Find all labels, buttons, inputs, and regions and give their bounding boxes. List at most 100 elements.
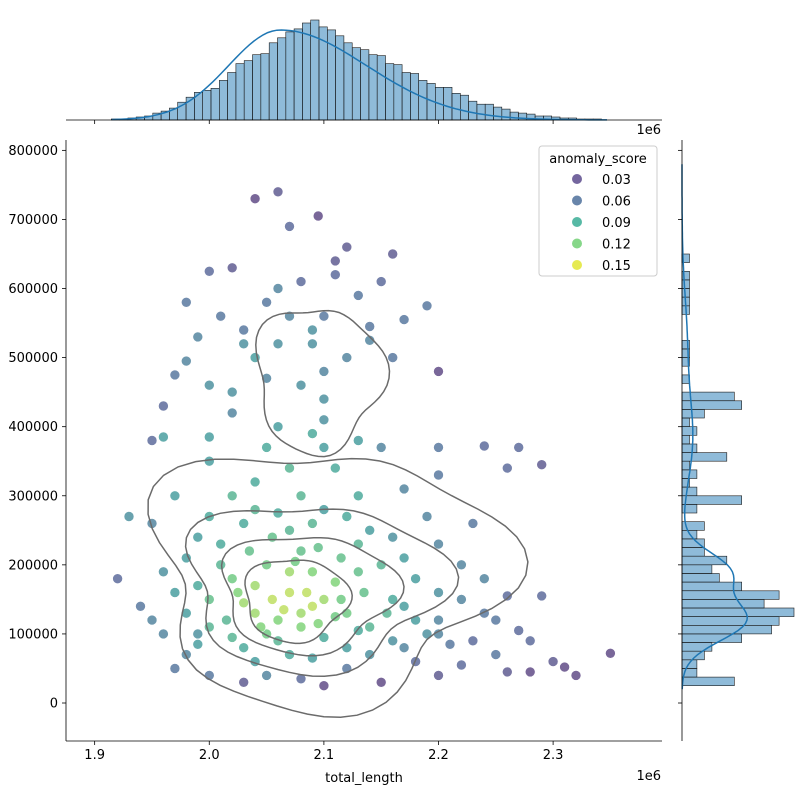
scatter-point	[146, 614, 158, 626]
scatter-point	[318, 442, 330, 453]
scatter-point	[284, 462, 295, 474]
scatter-point	[204, 265, 215, 277]
scatter-point	[307, 338, 318, 350]
scatter-point	[318, 680, 330, 692]
scatter-point	[295, 673, 307, 685]
scatter-point	[352, 566, 364, 578]
scatter-point	[266, 531, 278, 543]
legend-label: 0.03	[602, 173, 631, 188]
scatter-point	[605, 647, 616, 659]
x-axis-label: total_length	[325, 771, 403, 786]
scatter-point	[478, 573, 490, 585]
right-hist-bar	[681, 409, 705, 419]
scatter-point	[467, 635, 479, 647]
scatter-point	[387, 248, 399, 260]
scatter-point	[158, 400, 169, 412]
scatter-point	[547, 656, 559, 667]
scatter-point	[192, 638, 204, 650]
scatter-point	[501, 666, 513, 678]
scatter-point	[364, 649, 376, 660]
top-hist-bar	[293, 28, 303, 121]
scatter-point	[249, 193, 261, 204]
scatter-point	[238, 597, 249, 609]
top-hist-bar	[243, 60, 253, 121]
scatter-point	[272, 614, 284, 626]
top-hist-bar	[360, 49, 370, 121]
y-tick-label: 500000	[8, 351, 58, 366]
scatter-point	[192, 628, 204, 640]
scatter-point	[158, 431, 169, 443]
scatter-point	[570, 670, 582, 681]
right-hist-bar	[681, 573, 720, 583]
scatter-point	[284, 221, 295, 232]
top-hist-bar	[268, 42, 278, 121]
scatter-point	[204, 379, 215, 391]
scatter-point	[318, 594, 330, 605]
scatter-point	[341, 642, 353, 654]
right-hist-bar	[681, 676, 735, 686]
scatter-point	[244, 545, 255, 557]
top-marginal-histogram	[66, 19, 662, 124]
scatter-point	[490, 614, 502, 626]
scatter-point	[307, 652, 318, 664]
legend-label: 0.06	[602, 195, 631, 210]
scatter-point	[501, 590, 513, 602]
top-hist-bar	[410, 73, 419, 121]
scatter-point	[398, 314, 410, 325]
top-hist-bar	[451, 93, 461, 121]
y-tick-label: 100000	[8, 627, 58, 642]
scatter-point	[478, 440, 490, 452]
top-hist-bar	[493, 106, 503, 121]
top-hist-bar	[235, 63, 245, 121]
legend-label: 0.15	[602, 259, 631, 274]
scatter-point	[341, 241, 353, 253]
y-tick-label: 0	[50, 697, 58, 712]
scatter-point	[421, 511, 433, 522]
scatter-point	[169, 587, 181, 598]
top-hist-bar	[202, 90, 212, 121]
right-hist-bar	[681, 443, 698, 453]
scatter-point	[329, 576, 341, 588]
legend-marker	[572, 217, 582, 227]
scatter-point	[364, 321, 376, 332]
legend-title: anomaly_score	[549, 152, 647, 167]
scatter-point	[341, 607, 353, 619]
scatter-point	[536, 590, 548, 602]
x-tick-label: 1.9	[84, 748, 105, 763]
scatter-point	[295, 490, 307, 502]
scatter-point	[467, 518, 479, 529]
scatter-point	[295, 545, 307, 557]
scatter-point	[215, 559, 226, 571]
scatter-point	[358, 587, 370, 598]
scatter-point	[352, 490, 364, 502]
scatter-point	[284, 566, 295, 578]
scatter-point	[364, 621, 376, 633]
x-tick-label: 2.3	[543, 748, 564, 763]
scatter-point	[272, 338, 284, 350]
scatter-point	[249, 580, 261, 591]
density-contour	[255, 309, 391, 458]
scatter-point	[364, 524, 376, 536]
top-hist-bar	[509, 111, 519, 121]
scatter-point	[261, 559, 272, 571]
scatter-point	[307, 428, 318, 439]
scatter-point	[192, 531, 204, 543]
scatter-point	[387, 352, 399, 363]
top-hist-bar	[210, 88, 220, 121]
scatter-point	[341, 511, 353, 522]
scatter-point	[387, 635, 399, 647]
legend-box	[538, 145, 658, 277]
scatter-point	[307, 324, 318, 336]
scatter-point	[192, 580, 204, 591]
right-hist-bar	[681, 555, 728, 566]
y-tick-label: 700000	[8, 213, 58, 228]
scatter-point	[329, 462, 341, 474]
scatter-point	[204, 594, 215, 605]
scatter-point	[261, 670, 272, 681]
scatter-point	[295, 621, 307, 633]
scatter-point	[410, 573, 421, 585]
right-hist-bar	[681, 607, 795, 617]
scatter-point	[398, 552, 410, 564]
top-kde-curve	[111, 29, 607, 121]
